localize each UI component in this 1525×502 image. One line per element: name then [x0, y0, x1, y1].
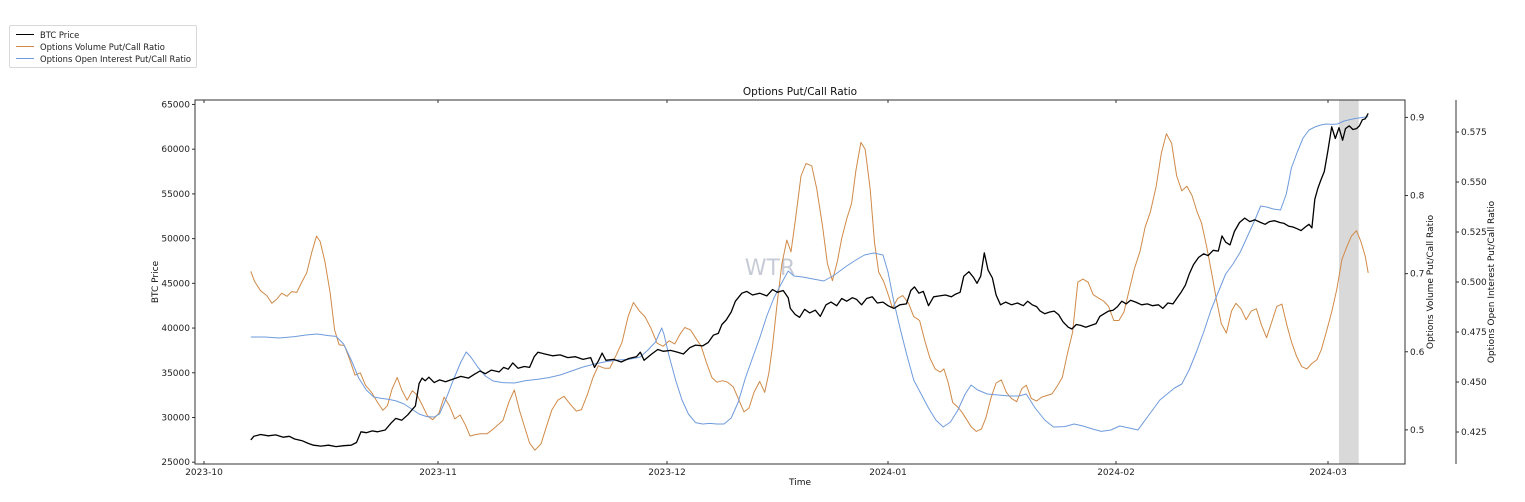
y-tick-label: 0.8: [1410, 192, 1425, 202]
right-y-axis-volume-label: Options Volume Put/Call Ratio: [1426, 214, 1436, 349]
series-line-options-open-interest-put-call-ratio: [250, 116, 1369, 432]
y-tick-label: 0.425: [1461, 428, 1487, 438]
y-tick-label: 0.7: [1410, 270, 1424, 280]
legend-label: Options Open Interest Put/Call Ratio: [40, 53, 192, 64]
x-axis-label: Time: [788, 478, 811, 488]
x-tick-label: 2023-10: [185, 468, 223, 478]
legend-item-oi-ratio: Options Open Interest Put/Call Ratio: [16, 53, 191, 64]
y-tick-label: 30000: [161, 413, 190, 423]
left-y-axis-label: BTC Price: [151, 260, 161, 303]
legend-swatch-volume: [16, 46, 34, 47]
legend-swatch-btc: [16, 34, 34, 35]
shaded-region-rect: [1338, 100, 1359, 464]
watermark: WTR: [745, 256, 795, 281]
plot-frame: [194, 99, 1406, 465]
right-y-axis-oi-label: Options Open Interest Put/Call Ratio: [1487, 200, 1497, 363]
y-tick-label: 50000: [161, 235, 190, 245]
y-tick-label: 45000: [161, 279, 190, 289]
y-tick-label: 65000: [161, 100, 190, 110]
series-lines: [250, 113, 1369, 451]
legend-item-btc-price: BTC Price: [16, 29, 79, 40]
x-axis-ticks: 2023-10 2023-11 2023-12 2024-01 2024-02 2024-…: [185, 100, 1347, 478]
y-tick-label: 0.9: [1410, 113, 1425, 123]
legend: BTC Price Options Volume Put/Call Ratio …: [9, 25, 197, 68]
legend-label: BTC Price: [40, 29, 80, 40]
left-y-axis: 25000 30000 35000 40000 45000 50000 55000 60000…: [161, 100, 195, 468]
y-tick-label: 0.6: [1410, 348, 1425, 358]
x-tick-label: 2023-12: [648, 468, 686, 478]
y-tick-label: 60000: [161, 145, 190, 155]
right-y-axis-volume: 0.5 0.6 0.7 0.8 0.9: [1405, 113, 1425, 436]
shaded-region: [1338, 100, 1359, 464]
series-line-options-volume-put-call-ratio: [250, 133, 1369, 451]
x-tick-label: 2024-01: [869, 468, 907, 478]
legend-label: Options Volume Put/Call Ratio: [40, 41, 165, 52]
chart-title: Options Put/Call Ratio: [743, 86, 857, 98]
x-tick-label: 2024-03: [1309, 468, 1347, 478]
y-tick-label: 25000: [161, 458, 190, 468]
series-line-btc-price: [250, 113, 1369, 448]
right-y-axis-open-interest: 0.425 0.450 0.475 0.500 0.525 0.550 0.575: [1456, 128, 1487, 438]
x-tick-label: 2023-11: [419, 468, 457, 478]
y-tick-label: 0.5: [1410, 426, 1424, 436]
legend-item-volume-ratio: Options Volume Put/Call Ratio: [16, 41, 165, 52]
x-tick-label: 2024-02: [1097, 468, 1135, 478]
y-tick-label: 40000: [161, 324, 190, 334]
y-tick-label: 0.550: [1461, 178, 1487, 188]
y-tick-label: 0.525: [1461, 228, 1487, 238]
legend-swatch-oi: [16, 58, 34, 59]
y-tick-label: 0.575: [1461, 128, 1487, 138]
y-tick-label: 35000: [161, 369, 190, 379]
y-tick-label: 55000: [161, 190, 190, 200]
y-tick-label: 0.500: [1461, 278, 1487, 288]
y-tick-label: 0.450: [1461, 378, 1487, 388]
y-tick-label: 0.475: [1461, 328, 1487, 338]
